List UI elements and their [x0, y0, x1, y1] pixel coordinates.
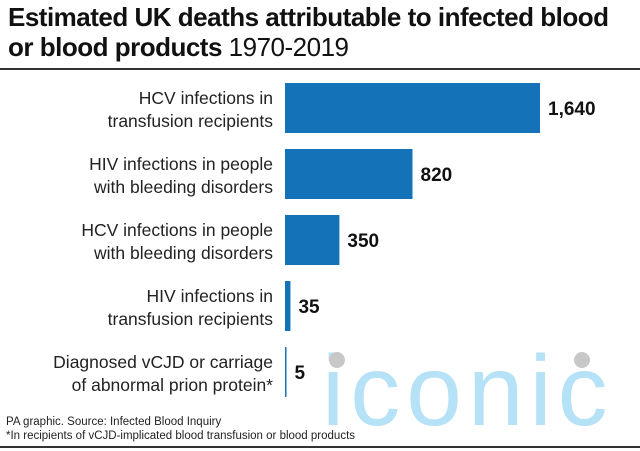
value-label: 1,640 [548, 99, 596, 120]
value-label: 5 [295, 363, 306, 384]
bottom-rule [0, 446, 640, 448]
source-note: PA graphic. Source: Infected Blood Inqui… [6, 416, 222, 428]
footnote: *In recipients of vCJD-implicated blood … [6, 430, 356, 442]
bar [285, 347, 287, 397]
category-label: Diagnosed vCJD or carriage [53, 352, 273, 372]
category-label: transfusion recipients [108, 111, 274, 131]
value-label: 350 [347, 231, 379, 252]
chart-title: Estimated UK deaths attributable to infe… [8, 2, 640, 62]
watermark-dot [329, 352, 345, 368]
bar [285, 83, 540, 133]
category-label: HIV infections in [147, 286, 273, 306]
top-rule [0, 68, 640, 70]
category-label: of abnormal prion protein* [72, 375, 274, 395]
value-label: 35 [298, 297, 320, 318]
bar [285, 149, 413, 199]
title-years: 1970-2019 [228, 32, 349, 62]
category-label: transfusion recipients [108, 309, 274, 329]
watermark: iconic [322, 335, 614, 447]
category-label: HCV infections in [139, 88, 273, 108]
watermark-dot [574, 352, 590, 368]
title-main: Estimated UK deaths attributable to infe… [8, 2, 609, 62]
category-label: HCV infections in people [81, 220, 273, 240]
category-label: HIV infections in people [89, 154, 273, 174]
bar [285, 281, 291, 331]
category-label: with bleeding disorders [93, 243, 273, 263]
bar [285, 215, 340, 265]
category-label: with bleeding disorders [93, 177, 273, 197]
value-label: 820 [421, 165, 453, 186]
